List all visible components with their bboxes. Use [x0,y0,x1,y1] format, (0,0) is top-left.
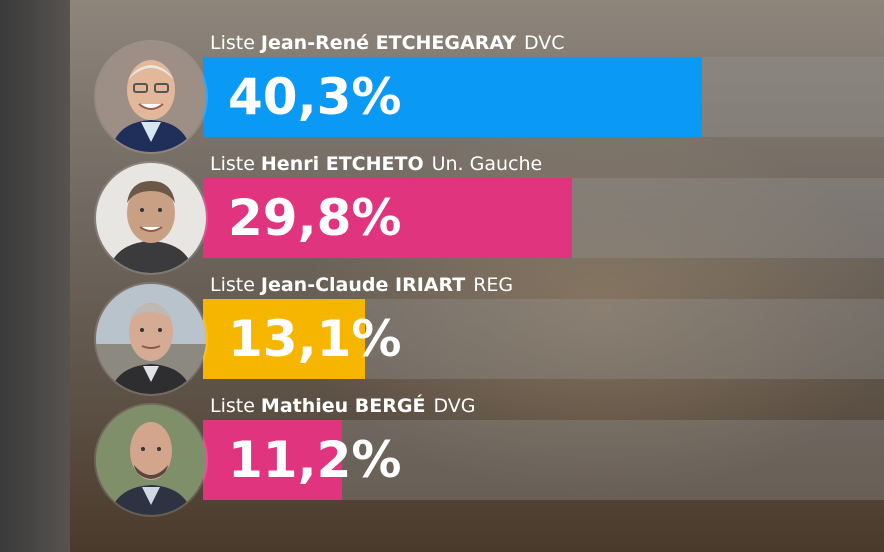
list-prefix: Liste [210,395,255,417]
list-prefix: Liste [210,32,255,54]
candidate-name: Mathieu BERGÉ [260,395,426,417]
candidate-photo [96,405,206,515]
result-bar [203,57,702,137]
result-bar [203,420,342,500]
percentage-label: 13,1% [228,310,402,368]
party-label: DVG [433,395,476,417]
result-row-iriart: Liste Jean-Claude IRIART REG 13,1% [0,272,884,394]
percentage-label: 29,8% [228,189,402,247]
percentage-label: 40,3% [228,68,402,126]
candidate-label: Liste Jean-Claude IRIART REG [210,272,513,298]
candidate-label: Liste Mathieu BERGÉ DVG [210,393,475,419]
result-bar [203,299,365,379]
party-label: DVC [523,32,565,54]
result-bar [203,178,572,258]
party-label: Un. Gauche [431,153,543,175]
background-left-panel [0,0,70,552]
candidate-photo [96,42,206,152]
result-row-etchegaray: Liste Jean-René ETCHEGARAY DVC 40,3% [0,30,884,152]
list-prefix: Liste [210,153,255,175]
result-row-berge: Liste Mathieu BERGÉ DVG 11,2% [0,393,884,515]
candidate-name: Henri ETCHETO [260,153,424,175]
party-label: REG [473,274,514,296]
candidate-name: Jean-René ETCHEGARAY [260,32,516,54]
result-row-etcheto: Liste Henri ETCHETO Un. Gauche 29,8% [0,151,884,273]
percentage-label: 11,2% [228,431,402,489]
candidate-label: Liste Jean-René ETCHEGARAY DVC [210,30,565,56]
candidate-name: Jean-Claude IRIART [260,274,466,296]
candidate-label: Liste Henri ETCHETO Un. Gauche [210,151,542,177]
candidate-photo [96,163,206,273]
list-prefix: Liste [210,274,255,296]
candidate-photo [96,284,206,394]
